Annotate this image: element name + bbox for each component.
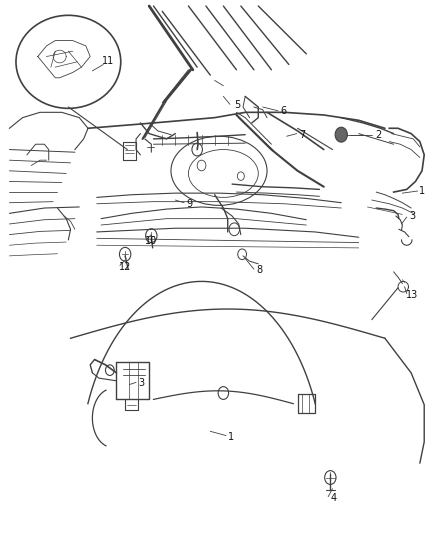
Text: 8: 8 bbox=[257, 265, 263, 275]
Text: 4: 4 bbox=[330, 492, 336, 503]
Text: 3: 3 bbox=[409, 211, 415, 221]
Text: 12: 12 bbox=[119, 262, 131, 271]
Text: 7: 7 bbox=[299, 130, 305, 140]
Text: 3: 3 bbox=[139, 378, 145, 389]
Text: 6: 6 bbox=[281, 106, 287, 116]
Text: 11: 11 bbox=[102, 56, 114, 66]
Text: 9: 9 bbox=[186, 199, 192, 209]
Circle shape bbox=[335, 127, 347, 142]
Text: 2: 2 bbox=[375, 130, 381, 140]
Text: 13: 13 bbox=[406, 289, 418, 300]
Text: 1: 1 bbox=[419, 186, 425, 196]
Text: 1: 1 bbox=[228, 432, 234, 442]
Text: 10: 10 bbox=[145, 236, 157, 246]
Text: 5: 5 bbox=[235, 100, 241, 110]
